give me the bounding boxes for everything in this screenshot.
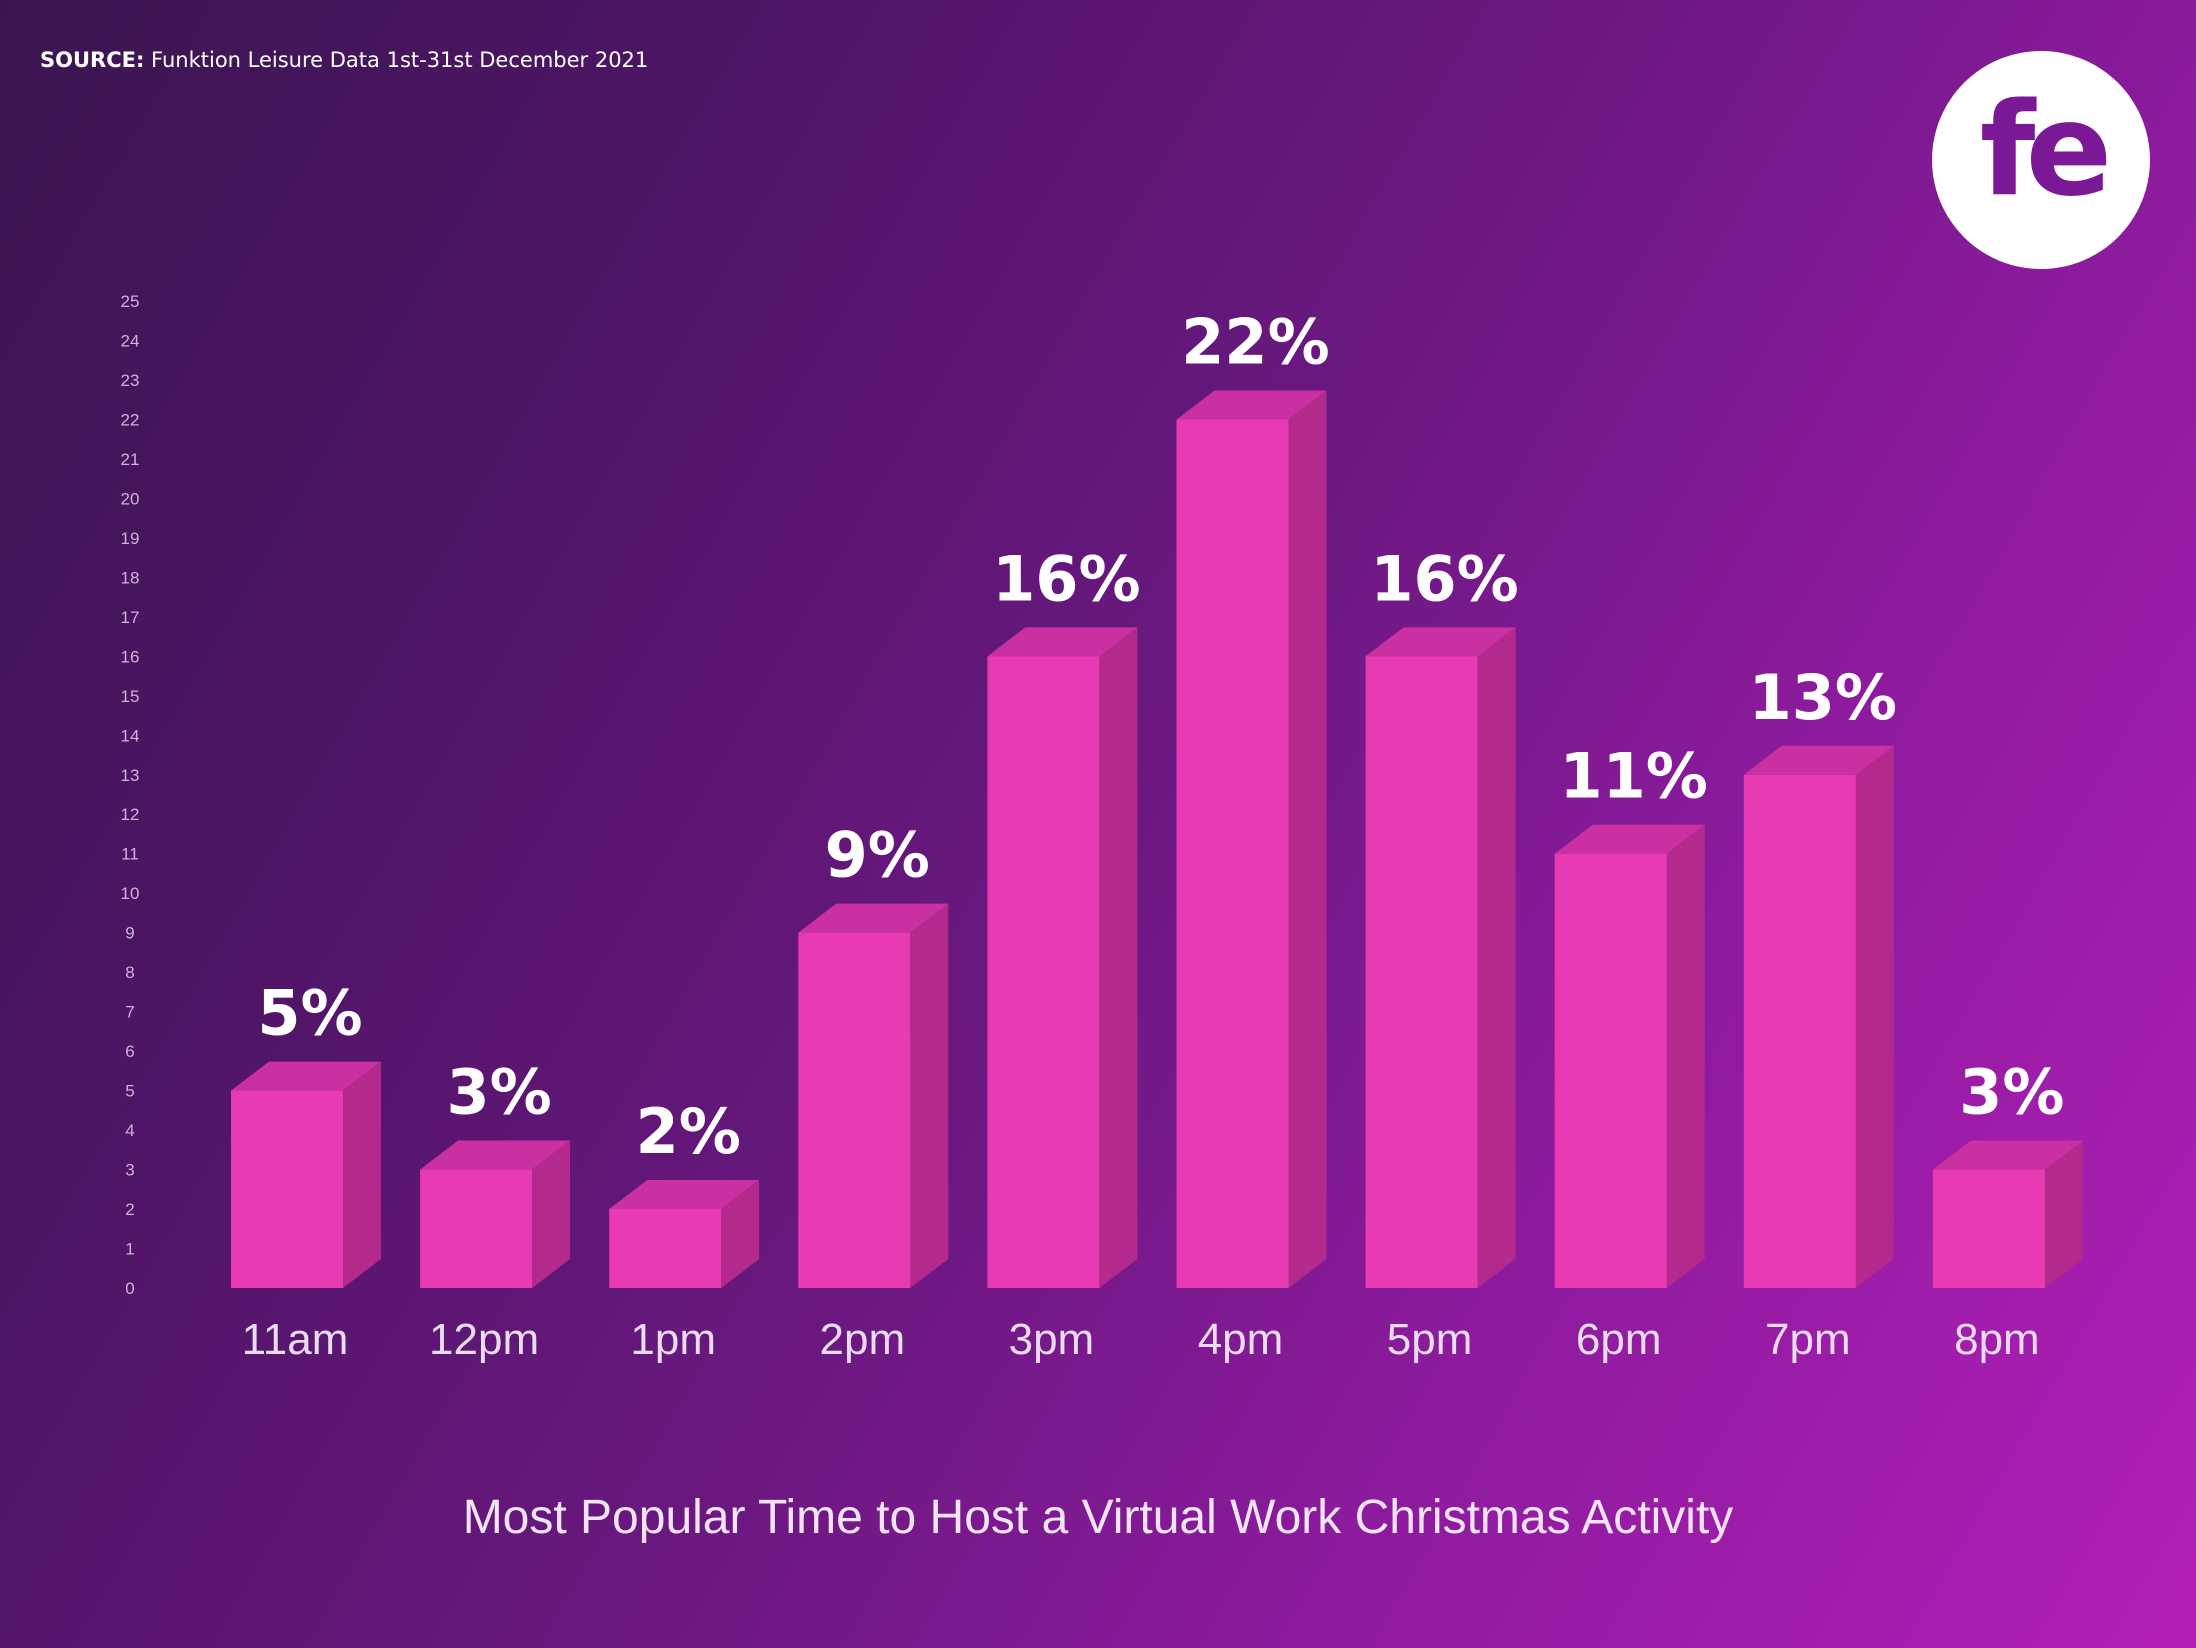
x-tick-label: 12pm — [429, 1315, 539, 1364]
y-tick-label: 0 — [125, 1279, 134, 1298]
x-tick-label: 4pm — [1198, 1315, 1284, 1364]
bar-side — [532, 1140, 571, 1288]
bar — [1932, 1169, 2045, 1288]
source-note: SOURCE: Funktion Leisure Data 1st-31st D… — [40, 48, 648, 72]
bar-side — [2044, 1140, 2083, 1288]
y-tick-label: 12 — [121, 805, 140, 824]
bar-top — [420, 1140, 571, 1170]
logo-text: fe — [1979, 75, 2112, 225]
bar — [798, 932, 911, 1288]
data-label: 3% — [446, 1056, 551, 1129]
y-tick-label: 4 — [125, 1121, 134, 1140]
bar-top — [798, 903, 949, 933]
y-tick-label: 20 — [121, 489, 140, 508]
bar-side — [910, 903, 949, 1288]
y-tick-label: 14 — [121, 726, 140, 745]
chart-title: Most Popular Time to Host a Virtual Work… — [462, 1491, 1734, 1544]
x-tick-label: 11am — [242, 1315, 349, 1364]
bar-side — [1288, 390, 1327, 1288]
bar-top — [1554, 824, 1705, 854]
x-tick-label: 1pm — [630, 1315, 716, 1364]
x-tick-label: 3pm — [1009, 1315, 1095, 1364]
y-tick-label: 13 — [121, 766, 140, 785]
data-label: 2% — [636, 1095, 741, 1168]
y-tick-label: 25 — [121, 292, 140, 311]
y-tick-label: 15 — [121, 687, 140, 706]
y-tick-label: 1 — [125, 1240, 134, 1259]
x-tick-label: 5pm — [1387, 1315, 1473, 1364]
y-tick-label: 10 — [121, 884, 140, 903]
fe-logo: fe — [1932, 51, 2150, 269]
bar-top — [1176, 390, 1327, 420]
data-label: 5% — [257, 977, 362, 1050]
bar-top — [231, 1061, 381, 1091]
bar-top — [987, 627, 1138, 657]
bar — [987, 656, 1100, 1288]
x-tick-label: 8pm — [1954, 1315, 2040, 1364]
bar-side — [343, 1061, 381, 1288]
y-tick-label: 21 — [121, 450, 140, 469]
source-text: Funktion Leisure Data 1st-31st December … — [151, 48, 649, 72]
y-tick-label: 17 — [121, 608, 140, 627]
x-tick-label: 2pm — [820, 1315, 906, 1364]
y-tick-label: 6 — [125, 1042, 134, 1061]
bar — [1176, 419, 1289, 1288]
bar-side — [721, 1180, 760, 1288]
x-tick-label: 7pm — [1765, 1315, 1851, 1364]
y-tick-label: 22 — [121, 410, 140, 429]
data-label: 3% — [1959, 1056, 2064, 1129]
bar-side — [1855, 745, 1894, 1288]
y-tick-label: 16 — [121, 647, 140, 666]
data-label: 11% — [1559, 740, 1707, 813]
y-tick-label: 9 — [125, 924, 134, 943]
data-label: 22% — [1181, 305, 1329, 378]
data-label: 9% — [825, 819, 930, 892]
data-label: 13% — [1749, 661, 1897, 734]
bar-side — [1477, 627, 1516, 1288]
y-tick-label: 11 — [121, 845, 139, 864]
data-label: 16% — [992, 542, 1140, 615]
y-tick-label: 18 — [121, 568, 140, 587]
bar — [609, 1209, 722, 1288]
y-tick-label: 8 — [125, 963, 134, 982]
bar-top — [1743, 745, 1894, 775]
bar-top — [1932, 1140, 2083, 1170]
bar-side — [1666, 824, 1705, 1288]
y-tick-label: 24 — [121, 331, 140, 350]
bar — [1365, 656, 1478, 1288]
bar-top — [1365, 627, 1516, 657]
bar-side — [1099, 627, 1138, 1288]
y-tick-label: 19 — [121, 529, 140, 548]
source-label: SOURCE: — [40, 48, 145, 72]
data-label: 16% — [1370, 542, 1518, 615]
bar — [231, 1090, 343, 1288]
x-tick-label: 6pm — [1576, 1315, 1662, 1364]
y-tick-label: 7 — [125, 1003, 134, 1022]
y-tick-label: 5 — [125, 1082, 134, 1101]
bar-top — [609, 1180, 760, 1210]
bar — [1743, 774, 1856, 1288]
y-tick-label: 23 — [121, 371, 140, 390]
y-tick-label: 2 — [125, 1200, 134, 1219]
y-tick-label: 3 — [125, 1161, 134, 1180]
bar — [420, 1169, 533, 1288]
bar — [1554, 853, 1667, 1288]
